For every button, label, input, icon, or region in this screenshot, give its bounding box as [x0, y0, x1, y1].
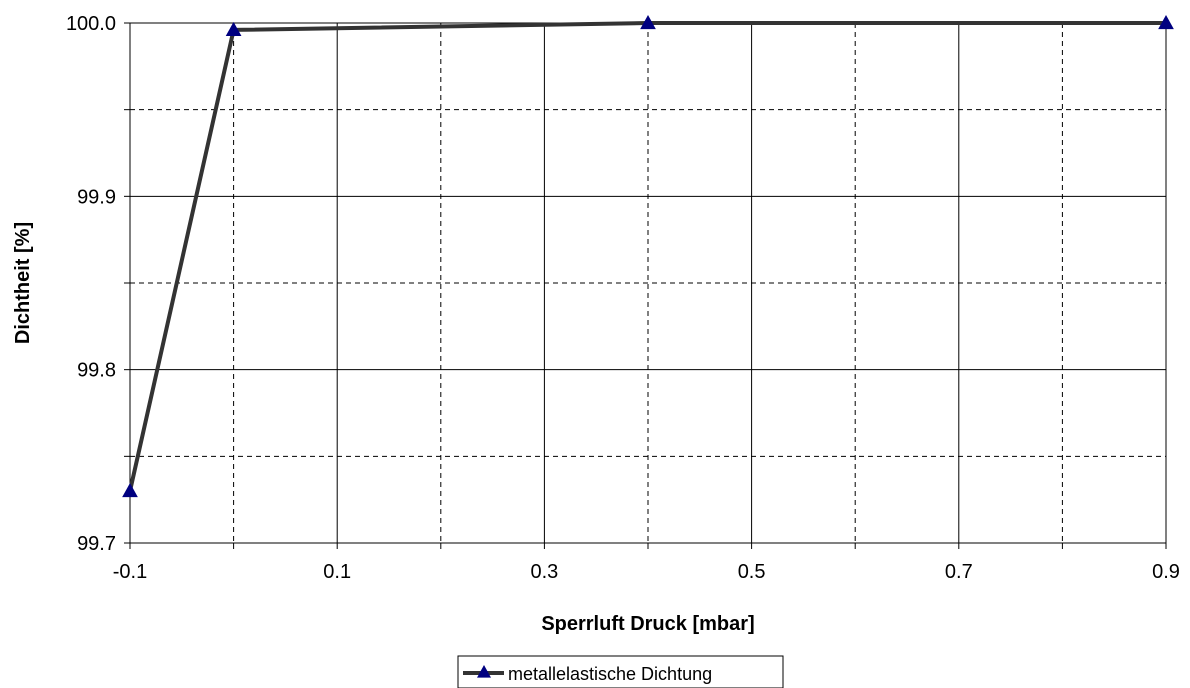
y-tick-label: 99.9 — [77, 186, 116, 208]
x-tick-label: 0.5 — [738, 561, 766, 583]
grid — [130, 23, 1166, 543]
data-point-triangle — [123, 484, 137, 497]
legend: metallelastische Dichtung — [458, 656, 783, 688]
x-tick-label: 0.3 — [530, 561, 558, 583]
y-tick-label: 99.8 — [77, 360, 116, 382]
y-tick-label: 100.0 — [66, 13, 116, 35]
y-tick-label: 99.7 — [77, 533, 116, 555]
y-axis-title: Dichtheit [%] — [12, 222, 34, 344]
x-tick-label: -0.1 — [113, 561, 147, 583]
x-tick-label: 0.7 — [945, 561, 973, 583]
x-tick-label: 0.1 — [323, 561, 351, 583]
x-tick-label: 0.9 — [1152, 561, 1180, 583]
x-axis: -0.1 0.1 0.3 0.5 0.7 0.9 — [113, 543, 1180, 583]
x-axis-title: Sperrluft Druck [mbar] — [541, 613, 754, 635]
y-axis: 99.7 99.8 99.9 100.0 — [66, 13, 130, 555]
legend-label: metallelastische Dichtung — [508, 664, 712, 684]
